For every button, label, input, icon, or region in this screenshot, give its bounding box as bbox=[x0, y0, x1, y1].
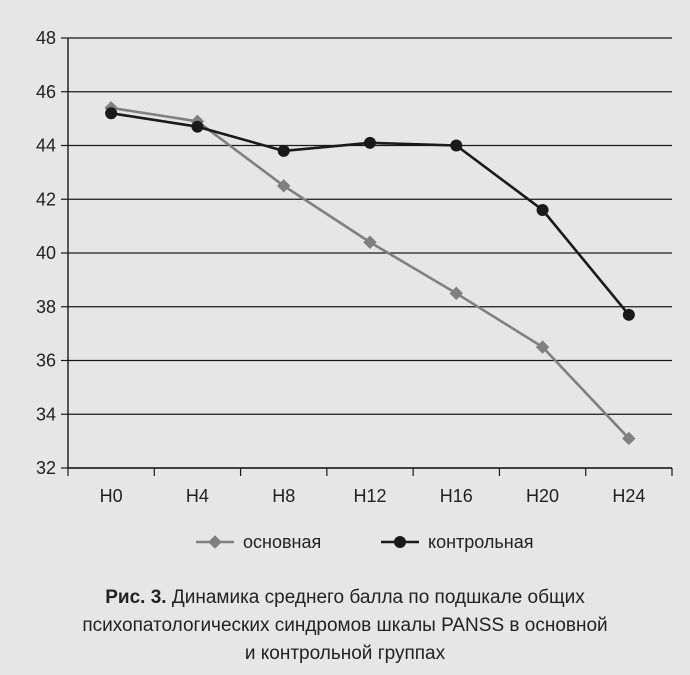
x-tick-label: H4 bbox=[186, 486, 209, 506]
y-tick-label: 46 bbox=[36, 82, 56, 102]
gridlines bbox=[68, 38, 672, 468]
legend-label: основная bbox=[243, 532, 321, 552]
data-point bbox=[209, 536, 221, 548]
x-tick-label: H0 bbox=[100, 486, 123, 506]
x-axis-ticks: H0 H4 H8 H12 H16 H20 H24 bbox=[68, 468, 672, 506]
y-tick-label: 32 bbox=[36, 458, 56, 478]
legend-item: контрольная bbox=[381, 532, 533, 552]
legend-item: основная bbox=[196, 532, 321, 552]
caption-line-1: Рис. 3. Динамика среднего балла по подшк… bbox=[0, 584, 690, 612]
caption-text-1: Динамика среднего балла по подшкале общи… bbox=[172, 587, 585, 608]
x-tick-label: H24 bbox=[612, 486, 645, 506]
data-point bbox=[537, 205, 548, 216]
line-chart: 32 34 36 38 40 42 44 46 48 H0 H4 H8 H12 H16 H20 H24 ос… bbox=[0, 0, 690, 580]
legend: основная контрольная bbox=[196, 532, 533, 552]
data-point bbox=[192, 121, 203, 132]
y-tick-label: 34 bbox=[36, 404, 56, 424]
y-tick-label: 36 bbox=[36, 351, 56, 371]
caption-line-2: психопатологических синдромов шкалы PANS… bbox=[0, 612, 690, 640]
x-tick-label: H8 bbox=[272, 486, 295, 506]
data-point bbox=[365, 137, 376, 148]
y-tick-label: 48 bbox=[36, 28, 56, 48]
y-axis-ticks: 32 34 36 38 40 42 44 46 48 bbox=[36, 28, 68, 478]
caption-figure-label: Рис. 3. bbox=[105, 587, 166, 608]
caption-line-3: и контрольной группах bbox=[0, 640, 690, 668]
x-tick-label: H12 bbox=[353, 486, 386, 506]
y-tick-label: 42 bbox=[36, 189, 56, 209]
figure-caption: Рис. 3. Динамика среднего балла по подшк… bbox=[0, 584, 690, 668]
data-point bbox=[395, 537, 406, 548]
x-tick-label: H20 bbox=[526, 486, 559, 506]
data-point bbox=[623, 309, 634, 320]
x-tick-label: H16 bbox=[440, 486, 473, 506]
data-point bbox=[106, 108, 117, 119]
y-tick-label: 40 bbox=[36, 243, 56, 263]
y-tick-label: 44 bbox=[36, 136, 56, 156]
data-point bbox=[451, 140, 462, 151]
data-point bbox=[278, 145, 289, 156]
y-tick-label: 38 bbox=[36, 297, 56, 317]
legend-label: контрольная bbox=[428, 532, 533, 552]
